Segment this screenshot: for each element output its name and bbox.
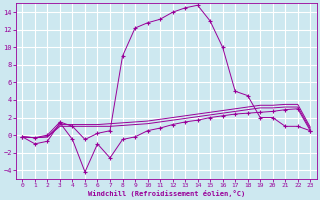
X-axis label: Windchill (Refroidissement éolien,°C): Windchill (Refroidissement éolien,°C) — [88, 190, 245, 197]
